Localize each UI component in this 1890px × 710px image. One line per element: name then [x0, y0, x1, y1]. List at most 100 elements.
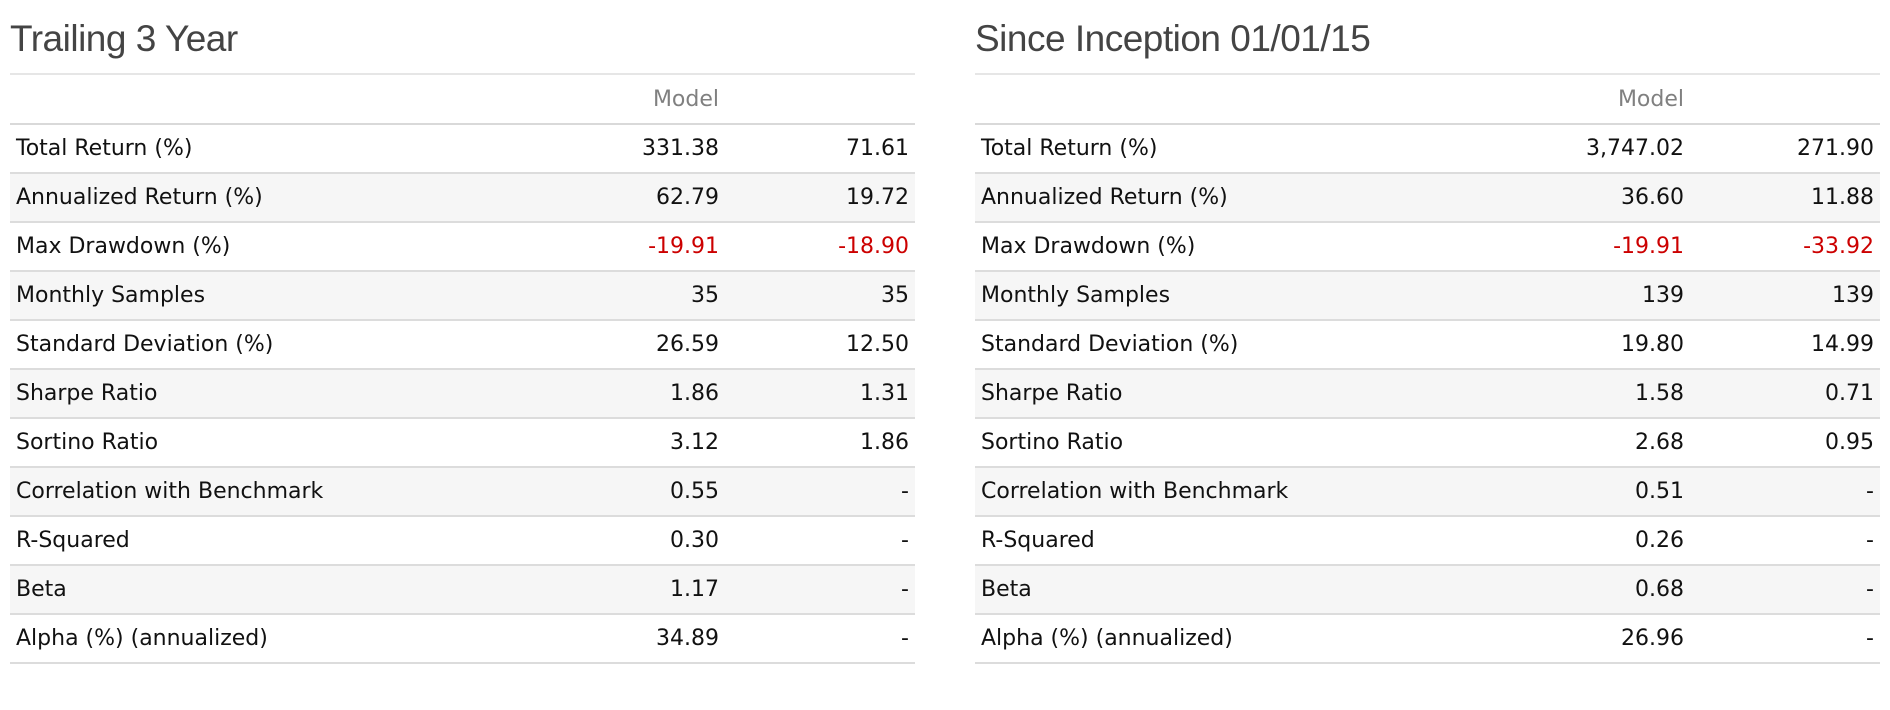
panel-title: Since Inception 01/01/15 [975, 0, 1880, 75]
model-value: 1.86 [515, 369, 725, 419]
model-value: 0.51 [1480, 467, 1690, 517]
benchmark-value: 0.71 [1690, 369, 1880, 419]
table-row: Total Return (%) 3,747.02 271.90 [975, 124, 1880, 174]
benchmark-value: - [725, 565, 915, 615]
model-value: 0.68 [1480, 565, 1690, 615]
model-value: 0.30 [515, 516, 725, 566]
benchmark-value: -33.92 [1690, 222, 1880, 272]
model-value: -19.91 [515, 222, 725, 272]
model-value: 1.58 [1480, 369, 1690, 419]
table-row: Alpha (%) (annualized) 26.96- [975, 614, 1880, 664]
column-header-label [975, 75, 1480, 125]
model-value: 2.68 [1480, 418, 1690, 468]
row-label: Sortino Ratio [10, 418, 515, 468]
panel-title: Trailing 3 Year [10, 0, 915, 75]
benchmark-value: - [1690, 614, 1880, 664]
column-header-model: Model [1480, 75, 1690, 125]
row-label: Beta [975, 565, 1480, 615]
model-value: 0.26 [1480, 516, 1690, 566]
row-label: Sharpe Ratio [975, 369, 1480, 419]
benchmark-value: 139 [1690, 271, 1880, 321]
table-row: Max Drawdown (%) -19.91 -33.92 [975, 222, 1880, 272]
row-label: Correlation with Benchmark [10, 467, 515, 517]
model-value: 331.38 [515, 124, 725, 174]
benchmark-value: - [725, 467, 915, 517]
benchmark-value: 12.50 [725, 320, 915, 370]
table-row: R-Squared 0.26- [975, 516, 1880, 566]
model-value: 26.96 [1480, 614, 1690, 664]
row-label: Standard Deviation (%) [975, 320, 1480, 370]
row-label: Correlation with Benchmark [975, 467, 1480, 517]
benchmark-value: 11.88 [1690, 173, 1880, 223]
table-header-row: Model [10, 75, 915, 125]
row-label: Alpha (%) (annualized) [975, 614, 1480, 664]
benchmark-value: 35 [725, 271, 915, 321]
row-label: Total Return (%) [975, 124, 1480, 174]
table-row: Sortino Ratio 2.68 0.95 [975, 418, 1880, 468]
table-row: Beta 1.17- [10, 565, 915, 615]
column-header-model: Model [515, 75, 725, 125]
row-label: Max Drawdown (%) [975, 222, 1480, 272]
table-row: Monthly Samples 35 35 [10, 271, 915, 321]
table-row: Sortino Ratio 3.12 1.86 [10, 418, 915, 468]
table-row: Sharpe Ratio 1.58 0.71 [975, 369, 1880, 419]
model-value: 3.12 [515, 418, 725, 468]
table-row: Correlation with Benchmark 0.51- [975, 467, 1880, 517]
table-row: Beta 0.68- [975, 565, 1880, 615]
model-value: 3,747.02 [1480, 124, 1690, 174]
stats-table: Model Total Return (%) 331.38 71.61 Annual… [10, 75, 915, 664]
benchmark-value: 19.72 [725, 173, 915, 223]
table-row: Sharpe Ratio 1.86 1.31 [10, 369, 915, 419]
row-label: Alpha (%) (annualized) [10, 614, 515, 664]
table-row: Alpha (%) (annualized) 34.89- [10, 614, 915, 664]
row-label: Sharpe Ratio [10, 369, 515, 419]
benchmark-value: - [725, 614, 915, 664]
row-label: Sortino Ratio [975, 418, 1480, 468]
model-value: 62.79 [515, 173, 725, 223]
model-value: 1.17 [515, 565, 725, 615]
row-label: Annualized Return (%) [975, 173, 1480, 223]
since-inception-panel: Since Inception 01/01/15 Model Total Ret… [975, 0, 1880, 664]
benchmark-value: 0.95 [1690, 418, 1880, 468]
row-label: R-Squared [975, 516, 1480, 566]
model-value: 36.60 [1480, 173, 1690, 223]
model-value: 19.80 [1480, 320, 1690, 370]
table-row: R-Squared 0.30- [10, 516, 915, 566]
row-label: Monthly Samples [10, 271, 515, 321]
model-value: 34.89 [515, 614, 725, 664]
benchmark-value: - [1690, 516, 1880, 566]
model-value: -19.91 [1480, 222, 1690, 272]
table-row: Total Return (%) 331.38 71.61 [10, 124, 915, 174]
benchmark-value: 1.86 [725, 418, 915, 468]
model-value: 26.59 [515, 320, 725, 370]
column-header-label [10, 75, 515, 125]
row-label: Max Drawdown (%) [10, 222, 515, 272]
table-row: Annualized Return (%) 36.60 11.88 [975, 173, 1880, 223]
stats-table: Model Total Return (%) 3,747.02 271.90 Ann… [975, 75, 1880, 664]
column-header-benchmark [725, 75, 915, 125]
benchmark-value: - [1690, 565, 1880, 615]
table-row: Max Drawdown (%) -19.91 -18.90 [10, 222, 915, 272]
model-value: 139 [1480, 271, 1690, 321]
table-header-row: Model [975, 75, 1880, 125]
table-row: Annualized Return (%) 62.79 19.72 [10, 173, 915, 223]
row-label: Annualized Return (%) [10, 173, 515, 223]
benchmark-value: - [1690, 467, 1880, 517]
benchmark-value: 1.31 [725, 369, 915, 419]
column-header-benchmark [1690, 75, 1880, 125]
row-label: Monthly Samples [975, 271, 1480, 321]
table-row: Standard Deviation (%) 19.80 14.99 [975, 320, 1880, 370]
row-label: Standard Deviation (%) [10, 320, 515, 370]
row-label: R-Squared [10, 516, 515, 566]
trailing-3-year-panel: Trailing 3 Year Model Total Return (%) 33… [10, 0, 915, 664]
benchmark-value: -18.90 [725, 222, 915, 272]
table-row: Monthly Samples 139 139 [975, 271, 1880, 321]
benchmark-value: 271.90 [1690, 124, 1880, 174]
table-row: Standard Deviation (%) 26.59 12.50 [10, 320, 915, 370]
benchmark-value: - [725, 516, 915, 566]
model-value: 0.55 [515, 467, 725, 517]
model-value: 35 [515, 271, 725, 321]
table-row: Correlation with Benchmark 0.55- [10, 467, 915, 517]
row-label: Total Return (%) [10, 124, 515, 174]
row-label: Beta [10, 565, 515, 615]
